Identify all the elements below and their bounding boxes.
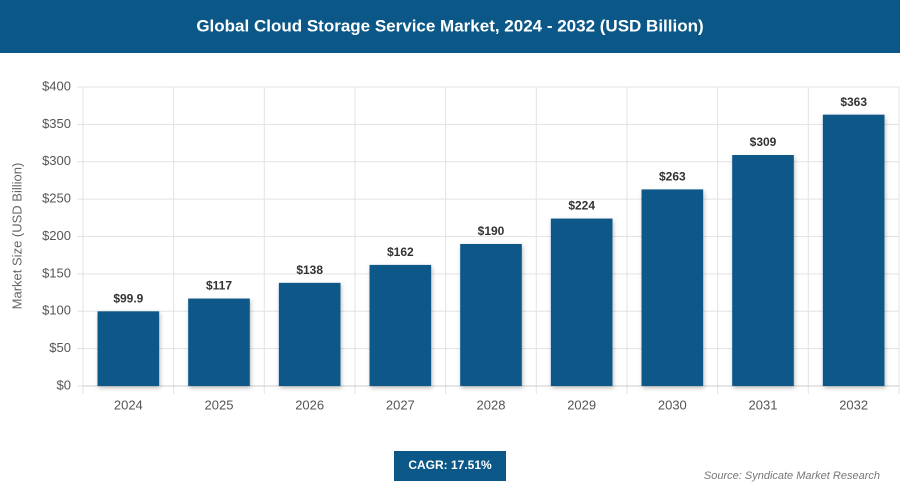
y-tick-label: $350 [42,116,71,131]
x-tick-label: 2025 [205,397,234,412]
x-tick-label: 2032 [839,397,868,412]
value-label: $190 [478,224,505,238]
y-axis-label: Market Size (USD Billion) [9,163,24,310]
bar [550,218,613,386]
bar [641,189,704,386]
chart-title: Global Cloud Storage Service Market, 202… [196,16,703,35]
value-label: $309 [750,135,777,149]
y-tick-label: $50 [49,340,71,355]
header-bar [0,0,900,53]
y-tick-label: $400 [42,78,71,93]
x-tick-label: 2029 [567,397,596,412]
x-tick-label: 2028 [477,397,506,412]
value-label: $117 [206,279,232,293]
value-label: $99.9 [113,291,143,305]
value-label: $162 [387,245,414,259]
x-tick-label: 2027 [386,397,415,412]
y-tick-label: $300 [42,153,71,168]
value-label: $138 [296,263,323,277]
bar [460,243,522,386]
bar [278,282,341,386]
value-label: $363 [840,95,867,109]
cagr-badge [394,451,506,481]
bar [369,264,432,386]
y-tick-label: $150 [42,265,71,280]
value-label: $224 [568,199,595,213]
x-tick-label: 2026 [295,397,324,412]
y-tick-label: $100 [42,303,71,318]
bar [188,298,250,386]
bar [97,311,160,386]
cagr-text: CAGR: 17.51% [408,458,492,472]
bar [732,155,794,386]
bar [822,114,885,386]
x-tick-label: 2031 [749,397,778,412]
source-note: Source: Syndicate Market Research [704,470,880,482]
y-tick-label: $250 [42,191,71,206]
value-label: $263 [659,170,686,184]
x-tick-label: 2030 [658,397,687,412]
y-tick-label: $200 [42,228,71,243]
y-tick-label: $0 [57,377,71,392]
x-tick-label: 2024 [114,397,143,412]
